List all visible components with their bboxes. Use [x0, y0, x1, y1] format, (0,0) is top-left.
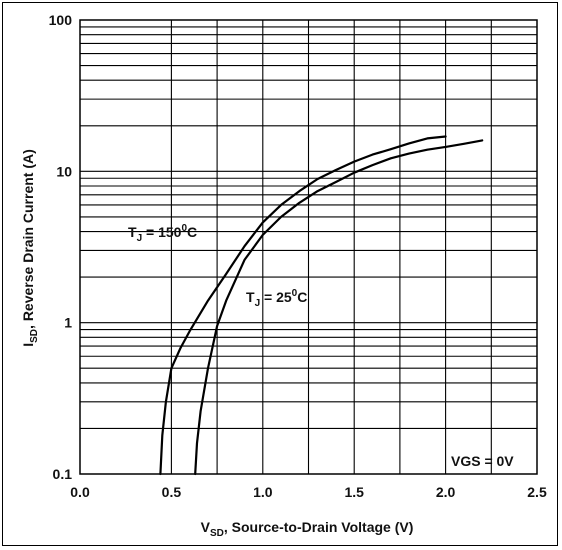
x-axis-title: VSD, Source-to-Drain Voltage (V) [201, 519, 414, 539]
y-tick-label: 10 [56, 163, 72, 179]
series-label-25c: TJ = 250C [246, 288, 307, 309]
y-tick-label: 1 [64, 315, 72, 331]
x-tick-label: 1.5 [344, 484, 364, 500]
x-tick-label: 1.0 [253, 484, 273, 500]
series-group [159, 135, 484, 476]
series-label-150c: TJ = 1500C [128, 223, 197, 244]
x-tick-labels: 0.0 0.5 1.0 1.5 2.0 2.5 [70, 484, 547, 500]
series-line-1 [194, 139, 484, 476]
plot-area [79, 19, 538, 475]
chart-frame [2, 2, 558, 546]
x-tick-label: 0.0 [70, 484, 90, 500]
y-tick-label: 0.1 [53, 466, 73, 482]
series-line-0 [159, 135, 447, 476]
grid [80, 20, 537, 474]
y-axis-title: ISD, Reverse Drain Current (A) [20, 149, 40, 347]
x-tick-label: 2.5 [527, 484, 547, 500]
y-tick-labels: 0.1 1 10 100 [49, 12, 73, 482]
y-tick-label: 100 [49, 12, 73, 28]
x-tick-label: 0.5 [162, 484, 182, 500]
vgs-annotation: VGS = 0V [451, 453, 514, 469]
x-tick-label: 2.0 [436, 484, 456, 500]
